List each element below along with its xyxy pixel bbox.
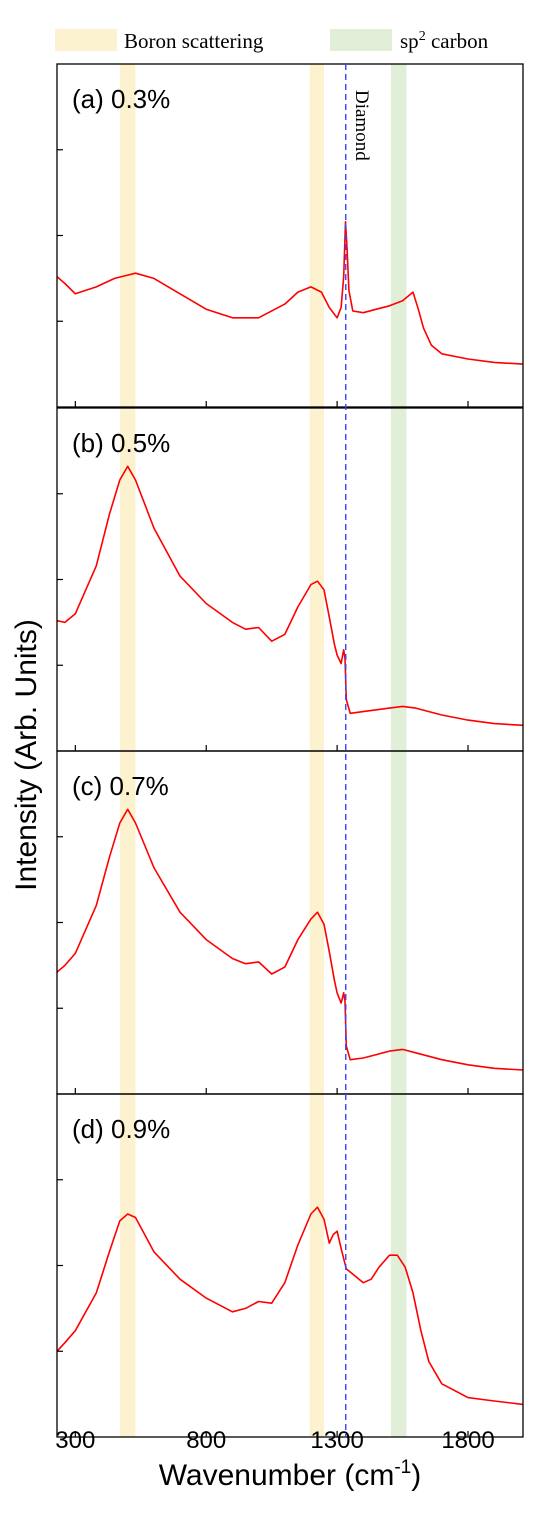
panel-label-a: (a) 0.3%	[72, 84, 170, 114]
spectrum-line-d	[56, 1206, 524, 1406]
panel-label-b: (b) 0.5%	[72, 428, 170, 458]
panel-label-c: (c) 0.7%	[72, 771, 169, 801]
legend-label-sp2: sp2 carbon	[400, 29, 489, 53]
legend-swatch-sp2	[330, 29, 392, 51]
panel-label-d: (d) 0.9%	[72, 1114, 170, 1144]
x-tick-label: 800	[186, 1427, 226, 1454]
spectrum-line-b	[56, 465, 524, 727]
y-axis-title: Intensity (Arb. Units)	[10, 619, 43, 891]
diamond-reference: Diamond	[345, 64, 372, 1437]
legend-swatch-boron	[55, 29, 117, 51]
legend: Boron scattering sp2 carbon	[55, 29, 489, 53]
x-axis-title: Wavenumber (cm-1)	[159, 1457, 422, 1492]
diamond-label: Diamond	[351, 90, 372, 161]
x-tick-label: 1800	[441, 1427, 494, 1454]
spectrum-line-c	[56, 808, 524, 1071]
panel-d	[56, 1093, 524, 1438]
x-tick-label: 300	[55, 1427, 95, 1454]
spectrum-line-a	[56, 221, 524, 365]
legend-label-boron: Boron scattering	[124, 29, 264, 53]
panel-a	[56, 63, 524, 408]
x-tick-label: 1300	[310, 1427, 363, 1454]
panels	[56, 63, 524, 1438]
x-tick-labels: 300 800 1300 1800	[55, 1427, 494, 1454]
